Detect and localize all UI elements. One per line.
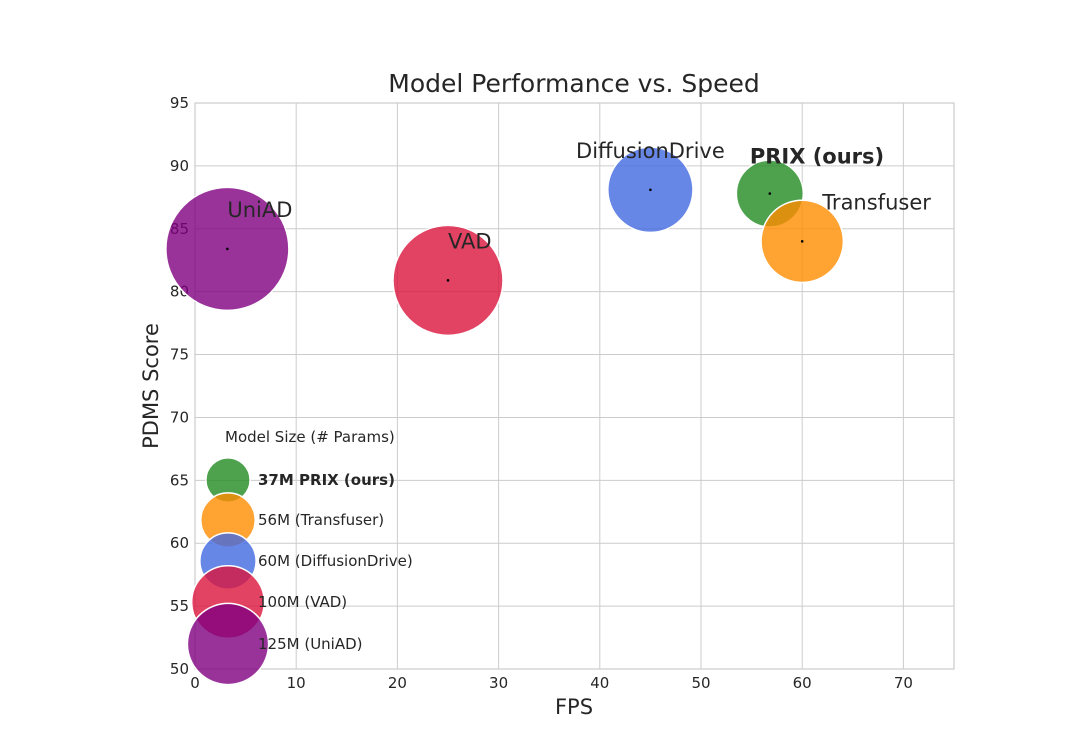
x-tick-label: 70 <box>894 674 913 692</box>
point-label: VAD <box>448 229 492 253</box>
point-center-marker <box>768 192 772 195</box>
x-tick-label: 10 <box>287 674 306 692</box>
legend-entry-label: 56M (Transfuser) <box>258 511 384 529</box>
legend-entry-label: 37M PRIX (ours) <box>258 471 395 489</box>
x-tick-label: 0 <box>190 674 200 692</box>
point-label: UniAD <box>227 198 292 222</box>
point-center-marker <box>800 240 804 243</box>
legend-title: Model Size (# Params) <box>225 428 395 446</box>
x-tick-label: 20 <box>388 674 407 692</box>
y-tick-label: 60 <box>170 534 189 552</box>
y-tick-label: 90 <box>170 157 189 175</box>
y-tick-label: 50 <box>170 660 189 678</box>
legend-bubble <box>186 602 270 686</box>
legend-entry-label: 100M (VAD) <box>258 593 347 611</box>
y-tick-label: 75 <box>170 346 189 364</box>
legend-entry-label: 60M (DiffusionDrive) <box>258 552 413 570</box>
point-label: DiffusionDrive <box>576 139 725 163</box>
point-center-marker <box>446 279 450 282</box>
y-tick-label: 55 <box>170 597 189 615</box>
point-center-marker <box>649 188 652 192</box>
y-axis-label: PDMS Score <box>139 323 163 449</box>
x-tick-label: 40 <box>590 674 609 692</box>
plot-area-frame <box>194 102 955 670</box>
y-tick-label: 95 <box>170 94 189 112</box>
point-center-marker <box>226 247 229 251</box>
x-tick-label: 30 <box>489 674 508 692</box>
point-label: Transfuser <box>821 190 931 214</box>
data-points: UniAD VAD DiffusionDrive PRIX (ours) Transfu… <box>165 139 931 337</box>
legend-entry-label: 125M (UniAD) <box>258 635 363 653</box>
point-label: PRIX (ours) <box>750 145 884 169</box>
y-tick-label: 70 <box>170 408 189 426</box>
x-tick-label: 50 <box>691 674 710 692</box>
x-tick-label: 60 <box>793 674 812 692</box>
y-tick-label: 65 <box>170 471 189 489</box>
legend: Model Size (# Params) 37M PRIX (ours) 56M… <box>186 428 413 686</box>
grid <box>194 102 954 670</box>
chart-title: Model Performance vs. Speed <box>388 69 759 98</box>
x-axis-label: FPS <box>555 695 593 719</box>
